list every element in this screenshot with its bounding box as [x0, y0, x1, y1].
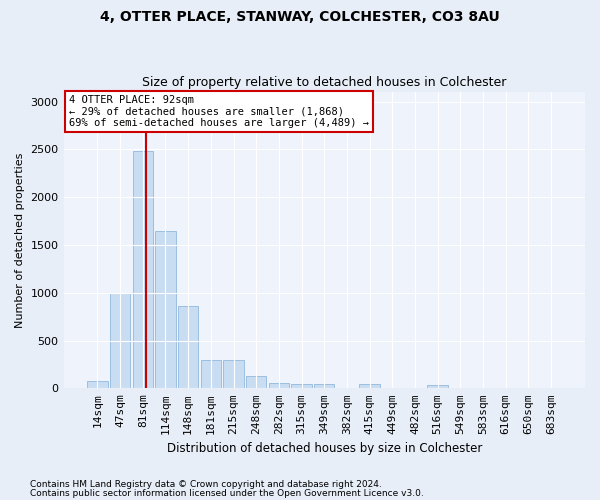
- Bar: [178, 306, 199, 388]
- Bar: [110, 292, 130, 388]
- Bar: [223, 360, 244, 388]
- Text: 4 OTTER PLACE: 92sqm
← 29% of detached houses are smaller (1,868)
69% of semi-de: 4 OTTER PLACE: 92sqm ← 29% of detached h…: [69, 95, 369, 128]
- Bar: [269, 382, 289, 388]
- Bar: [427, 386, 448, 388]
- Text: 4, OTTER PLACE, STANWAY, COLCHESTER, CO3 8AU: 4, OTTER PLACE, STANWAY, COLCHESTER, CO3…: [100, 10, 500, 24]
- X-axis label: Distribution of detached houses by size in Colchester: Distribution of detached houses by size …: [167, 442, 482, 455]
- Bar: [359, 384, 380, 388]
- Bar: [314, 384, 334, 388]
- Bar: [155, 230, 176, 388]
- Bar: [246, 376, 266, 388]
- Text: Contains public sector information licensed under the Open Government Licence v3: Contains public sector information licen…: [30, 489, 424, 498]
- Bar: [292, 384, 312, 388]
- Bar: [133, 152, 153, 388]
- Text: Contains HM Land Registry data © Crown copyright and database right 2024.: Contains HM Land Registry data © Crown c…: [30, 480, 382, 489]
- Y-axis label: Number of detached properties: Number of detached properties: [15, 152, 25, 328]
- Title: Size of property relative to detached houses in Colchester: Size of property relative to detached ho…: [142, 76, 506, 90]
- Bar: [87, 381, 107, 388]
- Bar: [200, 360, 221, 388]
